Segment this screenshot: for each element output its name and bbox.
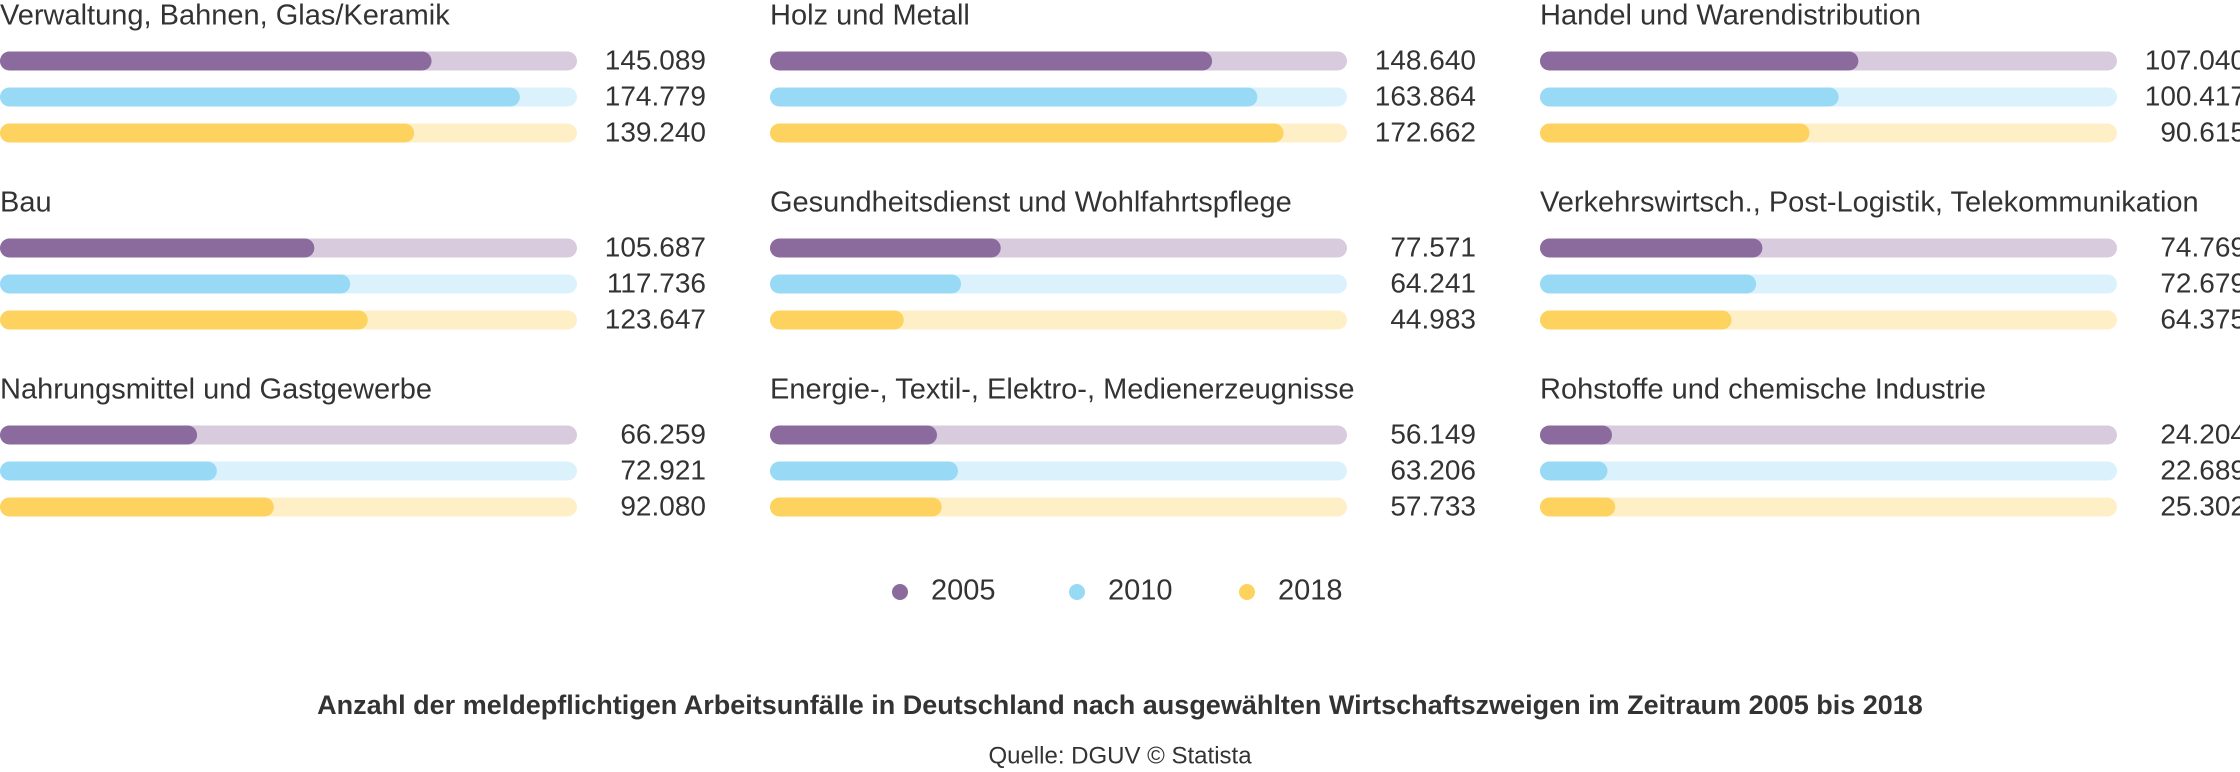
bar — [1540, 87, 1839, 107]
bar-track — [1540, 461, 2117, 481]
panel-title: Nahrungsmittel und Gastgewerbe — [0, 374, 432, 406]
panel-title: Handel und Warendistribution — [1540, 0, 1921, 32]
value-label: 174.779 — [605, 80, 706, 111]
chart-title: Anzahl der meldepflichtigen Arbeitsunfäl… — [317, 690, 1923, 720]
bar — [1540, 238, 1763, 258]
panel-title: Verkehrswirtsch., Post-Logistik, Telekom… — [1540, 187, 2199, 219]
value-label: 148.640 — [1375, 44, 1476, 75]
bar — [1540, 425, 1612, 445]
bar-track — [1540, 497, 2117, 517]
bar — [0, 51, 432, 71]
bar — [1540, 51, 1859, 71]
legend-marker — [892, 584, 908, 600]
value-label: 90.615 — [2160, 116, 2240, 147]
bar — [0, 87, 520, 107]
bar — [1540, 497, 1616, 517]
value-label: 92.080 — [620, 490, 706, 521]
bar — [0, 310, 368, 330]
bar-track — [1540, 425, 2117, 445]
value-label: 172.662 — [1375, 116, 1476, 147]
value-label: 25.302 — [2160, 490, 2240, 521]
value-label: 72.679 — [2160, 267, 2240, 298]
bar — [1540, 310, 1732, 330]
bar — [770, 123, 1284, 143]
bar — [0, 461, 217, 481]
value-label: 145.089 — [605, 44, 706, 75]
bar — [770, 87, 1258, 107]
value-label: 77.571 — [1390, 231, 1476, 262]
value-label: 44.983 — [1390, 303, 1476, 334]
legend-label: 2010 — [1108, 575, 1173, 607]
panel-title: Gesundheitsdienst und Wohlfahrtspflege — [770, 187, 1292, 219]
bar — [1540, 274, 1757, 294]
bar — [770, 51, 1213, 71]
bar — [770, 425, 937, 445]
bar — [1540, 461, 1608, 481]
value-label: 107.040 — [2145, 44, 2240, 75]
value-label: 105.687 — [605, 231, 706, 262]
value-label: 123.647 — [605, 303, 706, 334]
bar — [0, 425, 198, 445]
value-label: 64.375 — [2160, 303, 2240, 334]
panel-title: Energie-, Textil-, Elektro-, Medienerzeu… — [770, 374, 1355, 406]
source: Quelle: DGUV © Statista — [988, 742, 1252, 769]
panel-title: Holz und Metall — [770, 0, 970, 32]
value-label: 74.769 — [2160, 231, 2240, 262]
value-label: 100.417 — [2145, 80, 2240, 111]
value-label: 117.736 — [607, 267, 706, 298]
value-label: 139.240 — [605, 116, 706, 147]
value-label: 22.689 — [2160, 454, 2240, 485]
bar — [770, 461, 958, 481]
bar — [0, 123, 415, 143]
panel-title: Bau — [0, 187, 52, 219]
bar — [770, 274, 962, 294]
legend-marker — [1069, 584, 1085, 600]
value-label: 24.204 — [2160, 418, 2240, 449]
value-label: 72.921 — [620, 454, 706, 485]
value-label: 63.206 — [1390, 454, 1476, 485]
value-label: 64.241 — [1390, 267, 1476, 298]
bar — [1540, 123, 1810, 143]
panel-title: Rohstoffe und chemische Industrie — [1540, 374, 1986, 406]
value-label: 163.864 — [1375, 80, 1476, 111]
value-label: 66.259 — [620, 418, 706, 449]
bar — [0, 497, 274, 517]
value-label: 56.149 — [1390, 418, 1476, 449]
bar-track — [770, 310, 1347, 330]
bar — [770, 497, 942, 517]
legend-marker — [1239, 584, 1255, 600]
bar — [770, 238, 1001, 258]
legend-label: 2005 — [931, 575, 996, 607]
bar — [0, 274, 351, 294]
bar — [0, 238, 315, 258]
value-label: 57.733 — [1390, 490, 1476, 521]
panel-title: Verwaltung, Bahnen, Glas/Keramik — [0, 0, 450, 32]
bar — [770, 310, 904, 330]
legend-label: 2018 — [1278, 575, 1343, 607]
